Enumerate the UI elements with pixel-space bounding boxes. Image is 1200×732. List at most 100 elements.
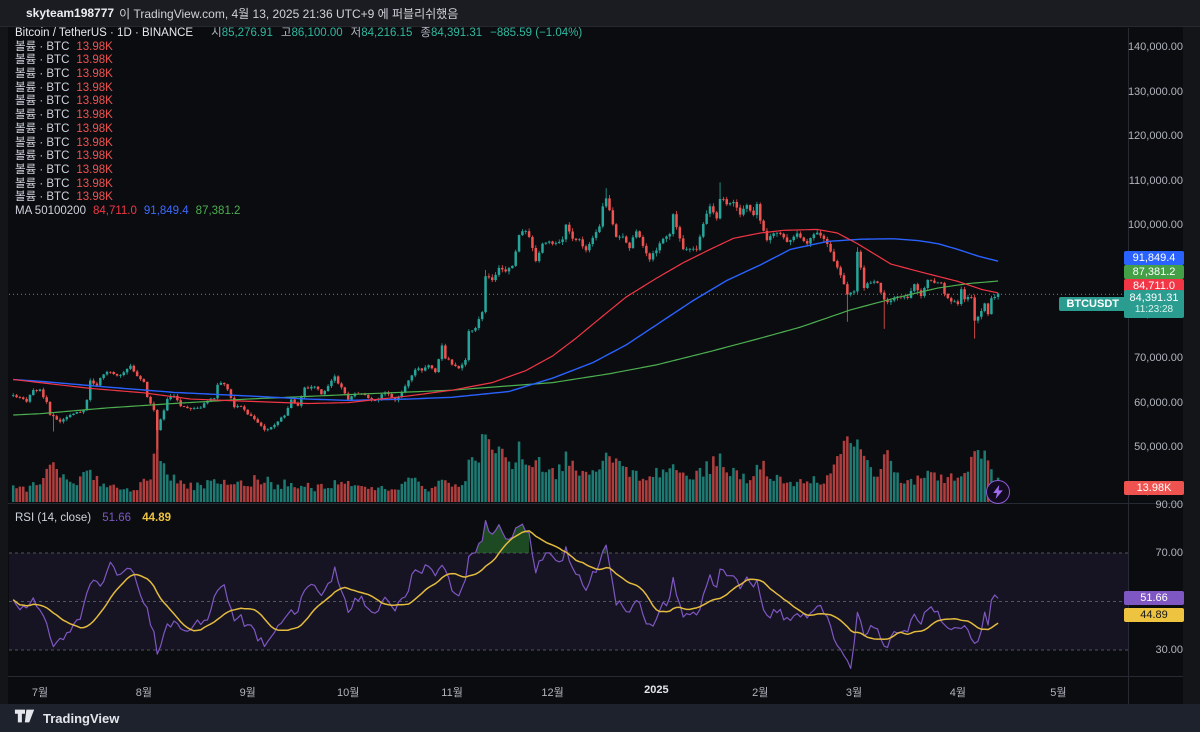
volume-axis-badge: 13.98K (1124, 481, 1184, 495)
legend-volume-rows: 볼륨 · BTC 13.98K 볼륨 · BTC 13.98K 볼륨 · BTC 13.9… (15, 41, 582, 205)
volume-value: 13.98K (76, 81, 113, 94)
legend-volume-row[interactable]: 볼륨 · BTC 13.98K (15, 41, 582, 55)
legend-main: Bitcoin / TetherUS · 1D · BINANCE 시85,27… (15, 27, 582, 219)
legend-volume-row[interactable]: 볼륨 · BTC 13.98K (15, 150, 582, 164)
legend-volume-row[interactable]: 볼륨 · BTC 13.98K (15, 191, 582, 205)
bar-countdown: 11:23:28 (1134, 304, 1174, 315)
price-change: −885.59 (−1.04%) (490, 27, 583, 39)
ma-price-badge: 84,711.0 (1124, 278, 1184, 293)
rsi-value: 51.66 (102, 512, 132, 524)
volume-value: 13.98K (76, 122, 113, 135)
last-price-badge: 84,391.31 11:23:28 (1124, 290, 1184, 318)
ma-price-badge: 87,381.2 (1124, 265, 1184, 279)
volume-indicator-label: 볼륨 · BTC (15, 150, 70, 163)
ma-values: 84,711.0 91,849.4 87,381.2 (86, 205, 240, 219)
legend-volume-row[interactable]: 볼륨 · BTC 13.98K (15, 54, 582, 68)
ohlc-label: 고 (280, 27, 292, 39)
publish-info: 이 TradingView.com, 4월 13, 2025 21:36 UTC… (119, 6, 459, 21)
time-axis-label: 2월 (752, 687, 769, 699)
volume-indicator-label: 볼륨 · BTC (15, 54, 70, 67)
last-price-value: 84,391.31 (1129, 292, 1179, 304)
tradingview-logo-icon (14, 709, 35, 722)
time-axis-label: 11월 (441, 687, 463, 699)
rsi-axis-badge: 44.89 (1124, 607, 1184, 622)
price-axis-label: 100,000.00 (1127, 219, 1183, 231)
volume-value: 13.98K (76, 191, 113, 204)
rsi-axis-badge: 51.66 (1124, 590, 1184, 605)
rsi-axis-label: 30.00 (1155, 644, 1183, 656)
chart-canvas-background (8, 27, 1183, 704)
legend-volume-row[interactable]: 볼륨 · BTC 13.98K (15, 178, 582, 192)
ma-value: 84,711.0 (92, 204, 137, 217)
volume-indicator-label: 볼륨 · BTC (15, 95, 70, 108)
volume-indicator-label: 볼륨 · BTC (15, 191, 70, 204)
legend-volume-row[interactable]: 볼륨 · BTC 13.98K (15, 95, 582, 109)
publish-bar: skyteam198777 이 TradingView.com, 4월 13, … (0, 0, 1200, 27)
ohlc-values: 시85,276.91 고86,100.00 저84,216.15 종84,391.31 (203, 27, 482, 41)
tradingview-logo[interactable] (14, 707, 36, 730)
volume-indicator-label: 볼륨 · BTC (15, 109, 70, 122)
ohlc-value: 84,216.15 (361, 27, 413, 39)
volume-indicator-label: 볼륨 · BTC (15, 177, 70, 190)
time-axis-label: 2025 (644, 684, 669, 696)
volume-value: 13.98K (76, 150, 113, 163)
volume-indicator-label: 볼륨 · BTC (15, 163, 70, 176)
price-axis-label: 70,000.00 (1134, 352, 1183, 365)
symbol-axis-badge: BTCUSDT (1059, 297, 1126, 311)
time-axis-label: 5월 (1050, 687, 1067, 699)
legend-volume-row[interactable]: 볼륨 · BTC 13.98K (15, 68, 582, 82)
volume-indicator-label: 볼륨 · BTC (15, 122, 70, 135)
volume-indicator-label: 볼륨 · BTC (15, 40, 70, 53)
legend-volume-row[interactable]: 볼륨 · BTC 13.98K (15, 123, 582, 137)
time-axis-label: 12월 (541, 687, 564, 699)
legend-volume-row[interactable]: 볼륨 · BTC 13.98K (15, 82, 582, 96)
price-axis-label: 130,000.00 (1127, 85, 1183, 98)
tradingview-brand-text: TradingView (43, 710, 120, 726)
volume-indicator-label: 볼륨 · BTC (15, 81, 70, 94)
price-axis-label: 140,000.00 (1127, 41, 1183, 54)
time-axis-label: 3월 (845, 687, 863, 699)
time-axis-label: 8월 (135, 687, 152, 699)
legend-volume-row[interactable]: 볼륨 · BTC 13.98K (15, 137, 582, 151)
legend-volume-row[interactable]: 볼륨 · BTC 13.98K (15, 109, 582, 123)
rsi-ma-value: 44.89 (142, 512, 172, 524)
ma-price-badge: 91,849.4 (1124, 251, 1184, 265)
time-axis-label: 10월 (337, 687, 360, 699)
rsi-indicator-label: RSI (14, close) (15, 512, 92, 524)
ma-indicator-label: MA 50100200 (15, 204, 86, 217)
legend-symbol-row[interactable]: Bitcoin / TetherUS · 1D · BINANCE 시85,27… (15, 27, 582, 41)
ohlc-value: 84,391.31 (430, 27, 483, 39)
rsi-axis-label: 90.00 (1155, 498, 1183, 511)
volume-value: 13.98K (76, 109, 113, 122)
ohlc-label: 저 (350, 27, 362, 39)
volume-value: 13.98K (76, 95, 113, 108)
volume-indicator-label: 볼륨 · BTC (15, 68, 70, 81)
ohlc-label: 종 (420, 27, 431, 39)
volume-value: 13.98K (76, 177, 113, 190)
quick-trade-lightning-button[interactable] (986, 480, 1010, 504)
ohlc-value: 85,276.91 (221, 27, 273, 39)
legend-ma-row[interactable]: MA 50100200 84,711.0 91,849.4 87,381.2 (15, 205, 582, 219)
rsi-axis-label: 70.00 (1155, 547, 1183, 559)
volume-value: 13.98K (76, 163, 113, 176)
volume-value: 13.98K (76, 136, 113, 149)
time-axis-label: 4월 (949, 687, 967, 699)
price-axis-label: 110,000.00 (1128, 174, 1183, 187)
ma-value: 91,849.4 (143, 204, 189, 217)
publisher-username: skyteam198777 (26, 6, 115, 20)
footer-bar: TradingView (0, 704, 1200, 732)
lightning-icon (993, 485, 1003, 499)
ohlc-label: 시 (211, 27, 222, 39)
legend-rsi-row[interactable]: RSI (14, close) 51.66 44.89 (15, 512, 171, 524)
price-axis-label: 120,000.00 (1127, 130, 1183, 143)
legend-volume-row[interactable]: 볼륨 · BTC 13.98K (15, 164, 582, 178)
volume-value: 13.98K (76, 54, 113, 67)
volume-indicator-label: 볼륨 · BTC (15, 136, 70, 149)
symbol-title: Bitcoin / TetherUS · 1D · BINANCE (15, 27, 194, 39)
price-axis-label: 50,000.00 (1134, 441, 1183, 453)
ohlc-value: 86,100.00 (291, 27, 343, 39)
time-axis-label: 9월 (239, 687, 256, 699)
price-axis-label: 60,000.00 (1134, 396, 1183, 409)
